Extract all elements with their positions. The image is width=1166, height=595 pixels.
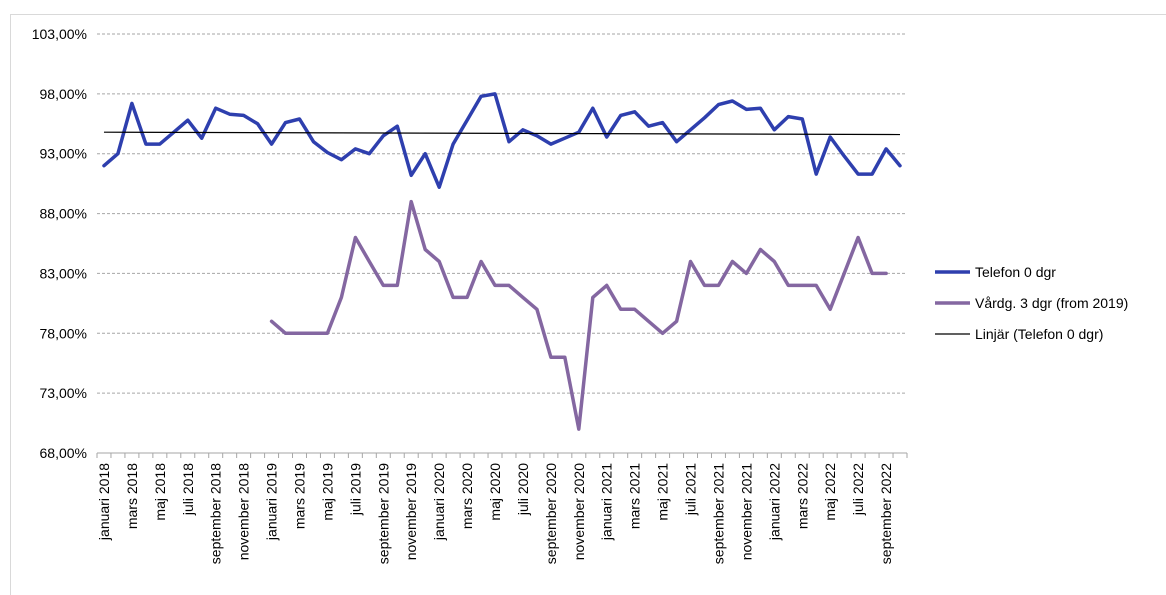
trendline (103, 131, 901, 136)
x-axis-tick-labels: januari 2018 mars 2018 maj 2018 juli 2018 se… (96, 463, 894, 564)
x-tick-label: november 2018 (236, 463, 252, 561)
y-tick-label: 93,00% (40, 146, 87, 162)
x-tick-label: mars 2022 (794, 463, 810, 529)
x-tick-label: september 2022 (878, 463, 894, 564)
x-tick-label: november 2019 (403, 463, 419, 561)
x-tick-label: september 2021 (710, 463, 726, 564)
y-tick-label: 73,00% (40, 385, 87, 401)
series-line (102, 92, 902, 189)
y-tick-label: 83,00% (40, 265, 87, 281)
y-tick-label: 78,00% (40, 325, 87, 341)
legend: Telefon 0 dgr Vårdg. 3 dgr (from 2019) Lin… (935, 264, 1128, 342)
x-tick-label: maj 2018 (152, 463, 168, 521)
x-tick-label: mars 2020 (459, 463, 475, 529)
x-tick-label: mars 2018 (124, 463, 140, 529)
y-tick-label: 98,00% (40, 86, 87, 102)
x-tick-label: januari 2022 (766, 463, 782, 541)
y-tick-label: 103,00% (32, 26, 87, 42)
x-tick-label: juli 2022 (850, 463, 866, 516)
legend-label: Telefon 0 dgr (975, 264, 1056, 280)
x-tick-label: juli 2020 (515, 463, 531, 516)
legend-label: Linjär (Telefon 0 dgr) (975, 326, 1103, 342)
x-tick-label: juli 2018 (180, 463, 196, 516)
y-axis-tick-labels: 68,00% 73,00% 78,00% 83,00% 88,00% 93,00% 98,0… (32, 26, 87, 461)
gridlines (97, 33, 907, 394)
x-tick-label: maj 2021 (655, 463, 671, 521)
x-tick-label: januari 2018 (96, 463, 112, 541)
x-tick-label: juli 2021 (683, 463, 699, 516)
x-tick-label: november 2020 (571, 463, 587, 561)
x-tick-label: januari 2020 (431, 463, 447, 541)
series-line (269, 199, 888, 431)
axes (96, 452, 908, 458)
y-tick-label: 88,00% (40, 206, 87, 222)
legend-label: Vårdg. 3 dgr (from 2019) (975, 295, 1128, 311)
x-tick-label: november 2021 (738, 463, 754, 561)
series-lines (102, 92, 902, 431)
x-tick-label: maj 2019 (319, 463, 335, 521)
x-tick-label: mars 2021 (627, 463, 643, 529)
x-tick-label: juli 2019 (347, 463, 363, 516)
x-tick-label: januari 2019 (264, 463, 280, 541)
chart-frame (10, 14, 1166, 595)
x-tick-label: september 2019 (375, 463, 391, 564)
x-tick-label: september 2020 (543, 463, 559, 564)
x-tick-label: januari 2021 (599, 463, 615, 541)
x-tick-label: september 2018 (208, 463, 224, 564)
x-tick-label: mars 2019 (292, 463, 308, 529)
y-tick-label: 68,00% (40, 445, 87, 461)
x-tick-label: maj 2022 (822, 463, 838, 521)
x-tick-label: maj 2020 (487, 463, 503, 521)
